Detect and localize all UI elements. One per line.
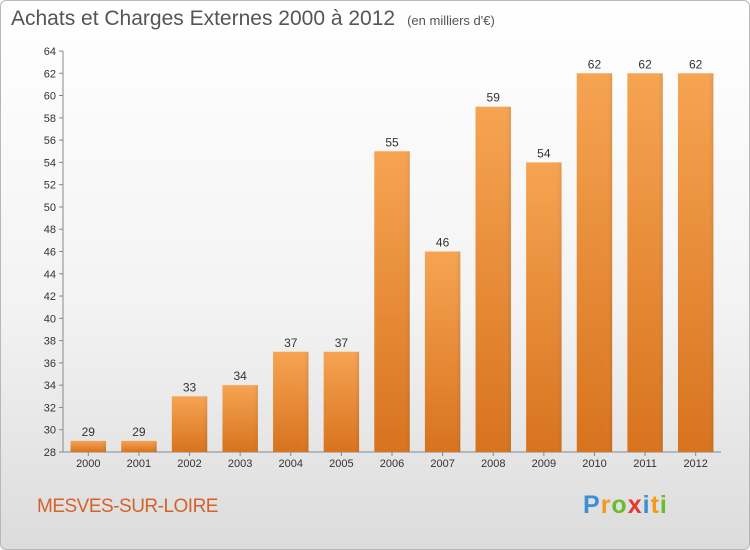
data-label: 37 bbox=[284, 336, 298, 350]
y-tick-label: 50 bbox=[44, 202, 56, 214]
logo-letter: P bbox=[583, 491, 601, 519]
y-tick-label: 52 bbox=[44, 180, 56, 192]
y-tick-label: 54 bbox=[44, 157, 56, 169]
logo-letter: i bbox=[642, 491, 651, 519]
bar-shade bbox=[576, 73, 613, 453]
data-label: 62 bbox=[689, 57, 703, 71]
y-tick-label: 32 bbox=[44, 402, 56, 414]
x-tick-label: 2012 bbox=[683, 458, 707, 470]
y-tick-label: 44 bbox=[44, 269, 56, 281]
bar-shade bbox=[171, 396, 208, 452]
logo-letter: r bbox=[600, 491, 612, 519]
bar-shade bbox=[121, 440, 157, 452]
bar-shade bbox=[424, 251, 461, 452]
x-tick-label: 2007 bbox=[430, 458, 454, 470]
x-tick-label: 2010 bbox=[582, 458, 606, 470]
x-tick-label: 2004 bbox=[279, 458, 303, 470]
bar-shade bbox=[273, 351, 309, 452]
x-tick-label: 2008 bbox=[481, 458, 505, 470]
commune-name: MESVES-SUR-LOIRE bbox=[37, 496, 218, 517]
y-tick-label: 46 bbox=[44, 247, 56, 259]
logo-letter: i bbox=[659, 491, 668, 519]
logo-letter: x bbox=[627, 491, 643, 519]
data-label: 62 bbox=[638, 57, 652, 71]
data-label: 59 bbox=[487, 91, 501, 105]
data-label: 37 bbox=[335, 336, 349, 350]
unit-label: (en milliers d'€) bbox=[407, 13, 495, 28]
data-label: 54 bbox=[537, 146, 551, 160]
bar-shade bbox=[323, 351, 360, 452]
x-tick-label: 2003 bbox=[228, 458, 252, 470]
y-tick-label: 64 bbox=[44, 46, 56, 58]
bar-shade bbox=[627, 73, 663, 453]
data-label: 46 bbox=[436, 236, 450, 250]
y-tick-label: 56 bbox=[44, 135, 56, 147]
y-tick-label: 30 bbox=[44, 425, 56, 437]
chart-title: Achats et Charges Externes 2000 à 2012 (e… bbox=[11, 7, 495, 31]
y-tick-label: 48 bbox=[44, 224, 56, 236]
data-label: 62 bbox=[588, 57, 602, 71]
data-label: 55 bbox=[385, 135, 399, 149]
y-tick-label: 38 bbox=[44, 336, 56, 348]
logo-letter: t bbox=[650, 491, 660, 519]
bar-shade bbox=[526, 162, 562, 452]
y-tick-label: 58 bbox=[44, 113, 56, 125]
y-tick-label: 34 bbox=[44, 380, 56, 392]
y-tick-label: 60 bbox=[44, 91, 56, 103]
title-text: Achats et Charges Externes 2000 à 2012 bbox=[11, 7, 396, 30]
x-tick-label: 2011 bbox=[633, 458, 657, 470]
y-tick-label: 62 bbox=[44, 68, 56, 80]
logo-letter: o bbox=[611, 491, 628, 519]
data-label: 33 bbox=[183, 380, 197, 394]
y-tick-label: 28 bbox=[44, 447, 56, 459]
data-label: 29 bbox=[82, 425, 96, 439]
data-label: 34 bbox=[233, 369, 247, 383]
bar-shade bbox=[677, 73, 714, 453]
data-label: 29 bbox=[132, 425, 146, 439]
bar-shade bbox=[70, 440, 107, 452]
x-tick-label: 2006 bbox=[380, 458, 404, 470]
bar-shade bbox=[374, 151, 410, 452]
x-tick-label: 2001 bbox=[127, 458, 151, 470]
x-tick-label: 2000 bbox=[76, 458, 100, 470]
y-tick-label: 36 bbox=[44, 358, 56, 370]
x-tick-label: 2009 bbox=[532, 458, 556, 470]
bar-shade bbox=[475, 106, 511, 452]
y-tick-label: 42 bbox=[44, 291, 56, 303]
bar-shade bbox=[222, 385, 258, 452]
x-tick-label: 2002 bbox=[177, 458, 201, 470]
x-tick-label: 2005 bbox=[329, 458, 353, 470]
y-tick-label: 40 bbox=[44, 313, 56, 325]
proxiti-logo: Proxiti bbox=[583, 491, 668, 520]
